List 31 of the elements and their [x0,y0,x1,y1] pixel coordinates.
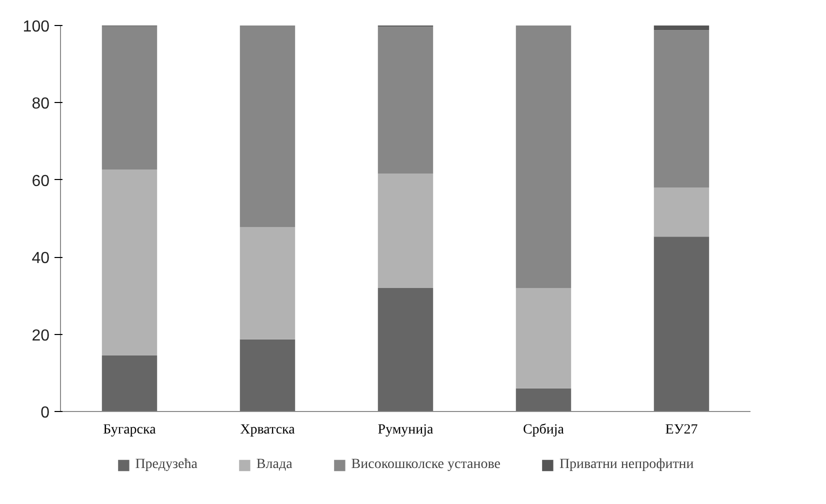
y-tick-label: 40 [32,250,50,268]
x-tick-label: Бугарска [103,422,157,438]
y-tick-label: 80 [32,96,50,113]
y-tick-label: 100 [22,18,50,36]
bar [240,226,296,340]
x-tick-label: Румунија [378,422,434,438]
bar [654,26,710,30]
bar [102,169,158,356]
bar [102,356,158,412]
bar [516,288,572,388]
legend-label: Влада [256,457,292,473]
y-tick-label: 0 [40,404,50,422]
y-tick-label: 20 [32,327,50,344]
legend-label: Предузећа [135,457,198,473]
bar [378,288,434,412]
x-tick-label: ЕУ27 [665,422,698,438]
x-tick-label: Србија [522,422,565,438]
bar [516,388,572,412]
bar [654,188,710,237]
bar [654,30,710,188]
bar [516,26,572,288]
legend-label: Високошколске установе [351,457,500,473]
legend-label: Приватни непрофитни [559,457,694,473]
bar [240,339,296,412]
bar [654,236,710,412]
bar [102,26,158,170]
x-tick-label: Хрватска [240,422,296,438]
y-tick-label: 60 [32,172,50,190]
bar [378,26,434,174]
bar [240,26,296,227]
bar [378,174,434,288]
